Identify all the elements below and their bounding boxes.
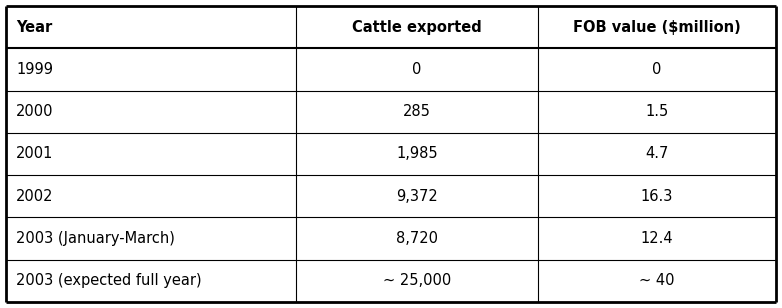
Text: 2001: 2001 xyxy=(16,147,53,161)
Text: 2002: 2002 xyxy=(16,189,53,204)
Text: 2003 (expected full year): 2003 (expected full year) xyxy=(16,274,202,288)
Text: 1,985: 1,985 xyxy=(396,147,438,161)
Text: FOB value ($million): FOB value ($million) xyxy=(573,20,741,34)
Text: 9,372: 9,372 xyxy=(396,189,438,204)
Text: 4.7: 4.7 xyxy=(645,147,669,161)
Text: 8,720: 8,720 xyxy=(396,231,438,246)
Text: ~ 40: ~ 40 xyxy=(639,274,675,288)
Text: 0: 0 xyxy=(652,62,662,77)
Text: 16.3: 16.3 xyxy=(640,189,673,204)
Text: 1.5: 1.5 xyxy=(645,104,669,119)
Text: 2000: 2000 xyxy=(16,104,53,119)
Text: 12.4: 12.4 xyxy=(640,231,673,246)
Text: ~ 25,000: ~ 25,000 xyxy=(383,274,451,288)
Text: Cattle exported: Cattle exported xyxy=(352,20,482,34)
Text: 2003 (January-March): 2003 (January-March) xyxy=(16,231,175,246)
Text: 285: 285 xyxy=(404,104,431,119)
Text: 0: 0 xyxy=(412,62,421,77)
Text: Year: Year xyxy=(16,20,52,34)
Text: 1999: 1999 xyxy=(16,62,53,77)
